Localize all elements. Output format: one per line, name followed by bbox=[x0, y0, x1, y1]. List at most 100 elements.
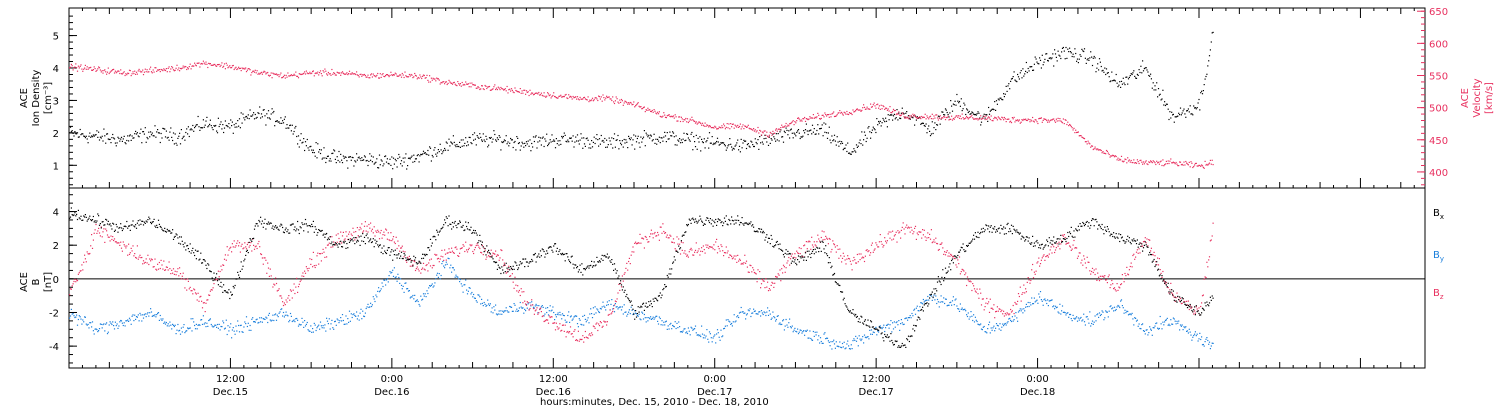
bz-point bbox=[459, 252, 461, 254]
density-point bbox=[745, 140, 747, 142]
by-point bbox=[804, 334, 806, 336]
velocity-axis-title-2: Velocity bbox=[1472, 78, 1483, 117]
velocity-point bbox=[228, 66, 230, 68]
density-point bbox=[737, 139, 739, 141]
density-point bbox=[929, 135, 932, 137]
velocity-point bbox=[153, 71, 155, 73]
bz-point bbox=[319, 253, 321, 255]
velocity-point bbox=[537, 93, 539, 95]
density-point bbox=[257, 112, 259, 114]
velocity-point bbox=[212, 64, 214, 66]
density-point bbox=[740, 138, 742, 140]
by-point bbox=[679, 326, 681, 328]
by-point bbox=[953, 304, 955, 306]
bz-point bbox=[277, 289, 279, 291]
density-point bbox=[1194, 107, 1196, 109]
by-point bbox=[1009, 317, 1011, 319]
density-point bbox=[341, 162, 344, 164]
density-point bbox=[395, 160, 397, 162]
by-point bbox=[381, 282, 383, 284]
by-point bbox=[1120, 300, 1122, 302]
density-point bbox=[902, 112, 904, 114]
by-point bbox=[991, 329, 993, 331]
velocity-point bbox=[335, 74, 337, 76]
density-point bbox=[1029, 66, 1031, 68]
density-point bbox=[585, 138, 587, 140]
by-point bbox=[465, 279, 467, 281]
velocity-point bbox=[958, 115, 960, 117]
by-point bbox=[406, 288, 408, 290]
velocity-point bbox=[647, 107, 649, 109]
velocity-point bbox=[598, 95, 600, 97]
by-point bbox=[1177, 322, 1179, 324]
bz-point bbox=[142, 260, 145, 262]
by-point bbox=[297, 325, 300, 327]
by-point bbox=[198, 324, 200, 326]
by-point bbox=[1079, 317, 1081, 319]
velocity-point bbox=[314, 72, 316, 75]
velocity-point bbox=[1015, 119, 1017, 121]
density-point bbox=[453, 141, 455, 143]
velocity-point bbox=[977, 119, 979, 121]
by-point bbox=[124, 325, 126, 327]
density-point bbox=[172, 132, 175, 134]
density-point bbox=[647, 136, 649, 138]
velocity-point bbox=[231, 67, 233, 69]
bz-point bbox=[300, 279, 302, 281]
density-point bbox=[511, 139, 513, 141]
velocity-point bbox=[91, 69, 93, 71]
velocity-point bbox=[436, 77, 438, 79]
density-point bbox=[881, 122, 883, 124]
density-point bbox=[158, 132, 160, 134]
bz-point bbox=[188, 288, 190, 290]
bz-point bbox=[147, 254, 149, 256]
bz-point bbox=[126, 245, 128, 247]
velocity-point bbox=[400, 76, 403, 78]
density-point bbox=[868, 126, 870, 128]
velocity-point bbox=[1106, 150, 1108, 152]
velocity-point bbox=[518, 91, 520, 93]
bz-point bbox=[526, 301, 528, 303]
bz-point bbox=[624, 272, 626, 274]
velocity-point bbox=[179, 70, 181, 72]
bz-point bbox=[222, 264, 224, 266]
velocity-point bbox=[512, 91, 514, 93]
by-point bbox=[262, 318, 264, 320]
velocity-point bbox=[955, 115, 957, 117]
velocity-point bbox=[760, 130, 762, 132]
velocity-point bbox=[1004, 118, 1006, 120]
by-point bbox=[83, 321, 85, 323]
by-point bbox=[222, 320, 224, 322]
density-point bbox=[701, 138, 703, 140]
bz-point bbox=[447, 252, 449, 254]
by-point bbox=[1132, 318, 1134, 320]
bz-point bbox=[566, 331, 568, 333]
velocity-point bbox=[1147, 163, 1149, 166]
density-point bbox=[95, 134, 97, 136]
velocity-point bbox=[321, 75, 323, 77]
by-point bbox=[1044, 298, 1046, 300]
density-point bbox=[941, 111, 943, 113]
by-point bbox=[1138, 323, 1140, 325]
by-point bbox=[97, 331, 99, 333]
velocity-point bbox=[821, 114, 823, 116]
by-point bbox=[241, 331, 243, 333]
by-point bbox=[147, 312, 149, 314]
bz-point bbox=[546, 319, 548, 321]
velocity-point bbox=[1062, 118, 1064, 120]
velocity-point bbox=[608, 96, 610, 98]
by-point bbox=[586, 319, 588, 321]
bz-point bbox=[650, 233, 652, 235]
velocity-point bbox=[206, 63, 208, 65]
bz-point bbox=[436, 254, 438, 256]
bz-point bbox=[166, 266, 168, 268]
velocity-point bbox=[957, 116, 959, 118]
velocity-point bbox=[666, 115, 668, 117]
bz-point bbox=[263, 257, 265, 259]
velocity-point bbox=[276, 74, 278, 76]
velocity-point bbox=[986, 118, 988, 120]
bz-point bbox=[197, 292, 199, 294]
by-point bbox=[1208, 343, 1210, 345]
density-point bbox=[385, 161, 388, 163]
by-point bbox=[996, 324, 998, 326]
